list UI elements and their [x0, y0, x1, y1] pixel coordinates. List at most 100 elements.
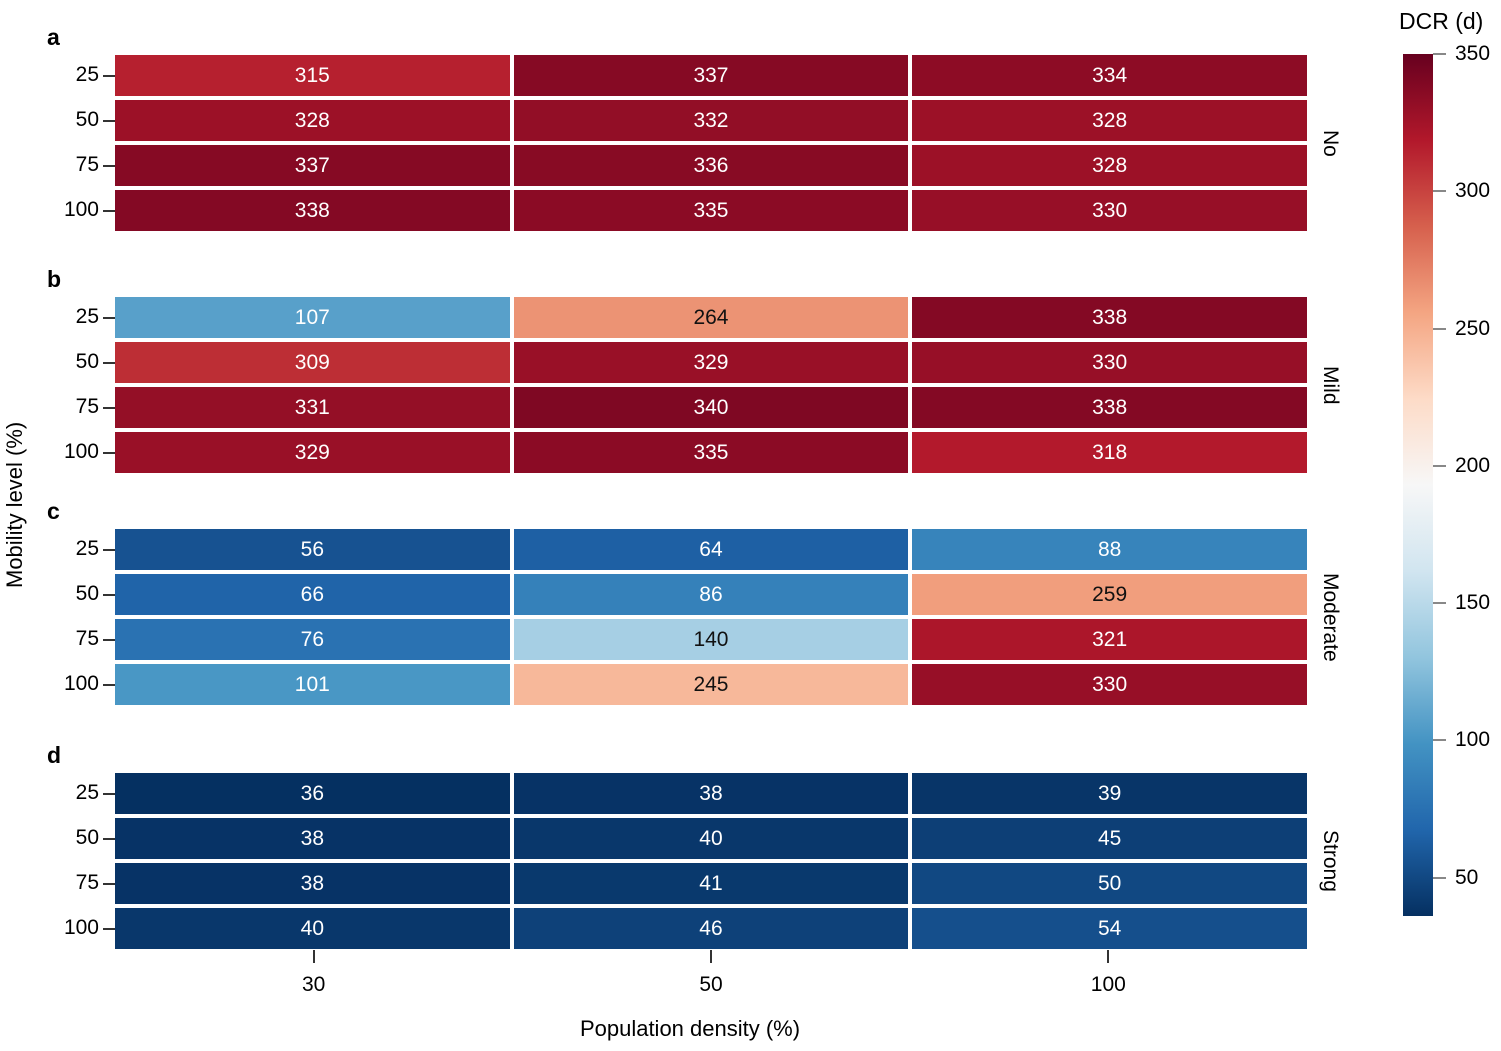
cell-value: 337: [693, 63, 729, 87]
colorbar-tick-mark: [1433, 602, 1446, 605]
heatmap-cell: 321: [912, 619, 1307, 660]
cell-value: 54: [1097, 916, 1122, 940]
cell-value: 335: [693, 198, 729, 222]
heatmap-cell: 140: [513, 619, 909, 660]
cell-value: 329: [294, 440, 330, 464]
cell-value: 38: [300, 871, 324, 895]
colorbar-tick-label: 350: [1455, 42, 1491, 65]
heatmap-cell: 50: [912, 863, 1307, 904]
cell-value: 328: [1092, 108, 1128, 132]
colorbar-tick-label: 200: [1455, 453, 1491, 477]
heatmap-cell: 315: [115, 55, 510, 96]
heatmap-cell: 338: [115, 190, 510, 231]
colorbar: [1403, 54, 1433, 916]
heatmap-cell: 245: [513, 664, 909, 705]
y-tick-mark: [103, 838, 115, 840]
cell-value: 335: [693, 440, 729, 464]
cell-value: 309: [294, 350, 330, 374]
cell-value: 338: [1092, 395, 1128, 419]
cell-value: 264: [693, 305, 729, 329]
x-tick-mark: [710, 950, 712, 963]
heatmap-cell: 76: [115, 619, 510, 660]
heatmap-cell: 336: [513, 145, 909, 186]
y-tick-mark: [103, 75, 115, 77]
panel-letter: a: [47, 24, 60, 50]
cell-value: 56: [300, 537, 324, 561]
x-tick-label: 100: [1090, 973, 1126, 996]
heatmap-cell: 264: [513, 297, 909, 338]
cell-value: 38: [300, 826, 324, 850]
cell-value: 330: [1092, 672, 1128, 696]
panel-side-label: No: [1319, 129, 1342, 157]
x-tick-mark: [1107, 950, 1110, 963]
y-tick-label: 75: [75, 627, 99, 650]
heatmap-cell: 337: [513, 55, 909, 96]
cell-value: 337: [294, 153, 330, 177]
y-tick-label: 25: [75, 781, 99, 804]
y-tick-mark: [103, 452, 115, 454]
heatmap-cell: 40: [513, 818, 909, 859]
heatmap-cell: 66: [115, 574, 510, 615]
heatmap-cell: 56: [115, 529, 510, 570]
cell-value: 41: [699, 871, 723, 895]
y-tick-mark: [103, 549, 115, 551]
y-tick-mark: [103, 883, 115, 885]
heatmap-cell: 330: [912, 664, 1307, 705]
heatmap-cell: 45: [912, 818, 1307, 859]
heatmap-cell: 334: [912, 55, 1307, 96]
cell-value: 329: [693, 350, 729, 374]
cell-value: 336: [693, 153, 729, 177]
cell-value: 64: [699, 537, 723, 561]
y-tick-label: 100: [63, 916, 99, 939]
x-axis-title: Population density (%): [579, 1016, 801, 1041]
cell-value: 36: [300, 781, 324, 805]
heatmap-cell: 338: [912, 387, 1307, 428]
heatmap-cell: 64: [513, 529, 909, 570]
colorbar-tick-label: 300: [1455, 179, 1491, 203]
heatmap-cell: 318: [912, 432, 1307, 473]
cell-value: 66: [300, 582, 324, 606]
y-tick-mark: [103, 317, 115, 319]
y-tick-mark: [103, 639, 115, 641]
cell-value: 45: [1097, 826, 1122, 850]
cell-value: 39: [1097, 781, 1122, 805]
heatmap-cell: 38: [115, 863, 510, 904]
heatmap-cell: 259: [912, 574, 1307, 615]
colorbar-tick-mark: [1433, 190, 1446, 193]
cell-value: 332: [693, 108, 729, 132]
heatmap-cell: 328: [115, 100, 510, 141]
heatmap-cell: 86: [513, 574, 909, 615]
y-tick-label: 100: [63, 672, 99, 695]
heatmap-cell: 329: [513, 342, 909, 383]
heatmap-cell: 332: [513, 100, 909, 141]
heatmap-cell: 330: [912, 190, 1307, 231]
cell-value: 315: [294, 63, 330, 87]
cell-value: 338: [1092, 305, 1128, 329]
heatmap-cell: 330: [912, 342, 1307, 383]
cell-value: 76: [300, 627, 324, 651]
y-tick-label: 75: [75, 395, 99, 418]
cell-value: 328: [1092, 153, 1128, 177]
colorbar-tick-mark: [1433, 876, 1446, 879]
cell-value: 107: [294, 305, 330, 329]
heatmap-cell: 337: [115, 145, 510, 186]
panel-side-label: Strong: [1319, 830, 1342, 892]
heatmap-cell: 36: [115, 773, 510, 814]
heatmap-cell: 40: [115, 908, 510, 949]
cell-value: 245: [693, 672, 729, 696]
y-tick-label: 25: [75, 305, 99, 328]
cell-value: 88: [1097, 537, 1122, 561]
colorbar-tick-label: 150: [1455, 591, 1491, 615]
heatmap-cell: 101: [115, 664, 510, 705]
panel-side-label: Mild: [1319, 365, 1342, 405]
y-tick-mark: [103, 684, 115, 686]
y-tick-label: 75: [75, 871, 99, 894]
y-tick-label: 100: [63, 198, 99, 221]
y-tick-mark: [103, 165, 115, 167]
cell-value: 334: [1092, 63, 1128, 87]
y-tick-label: 75: [75, 153, 99, 176]
